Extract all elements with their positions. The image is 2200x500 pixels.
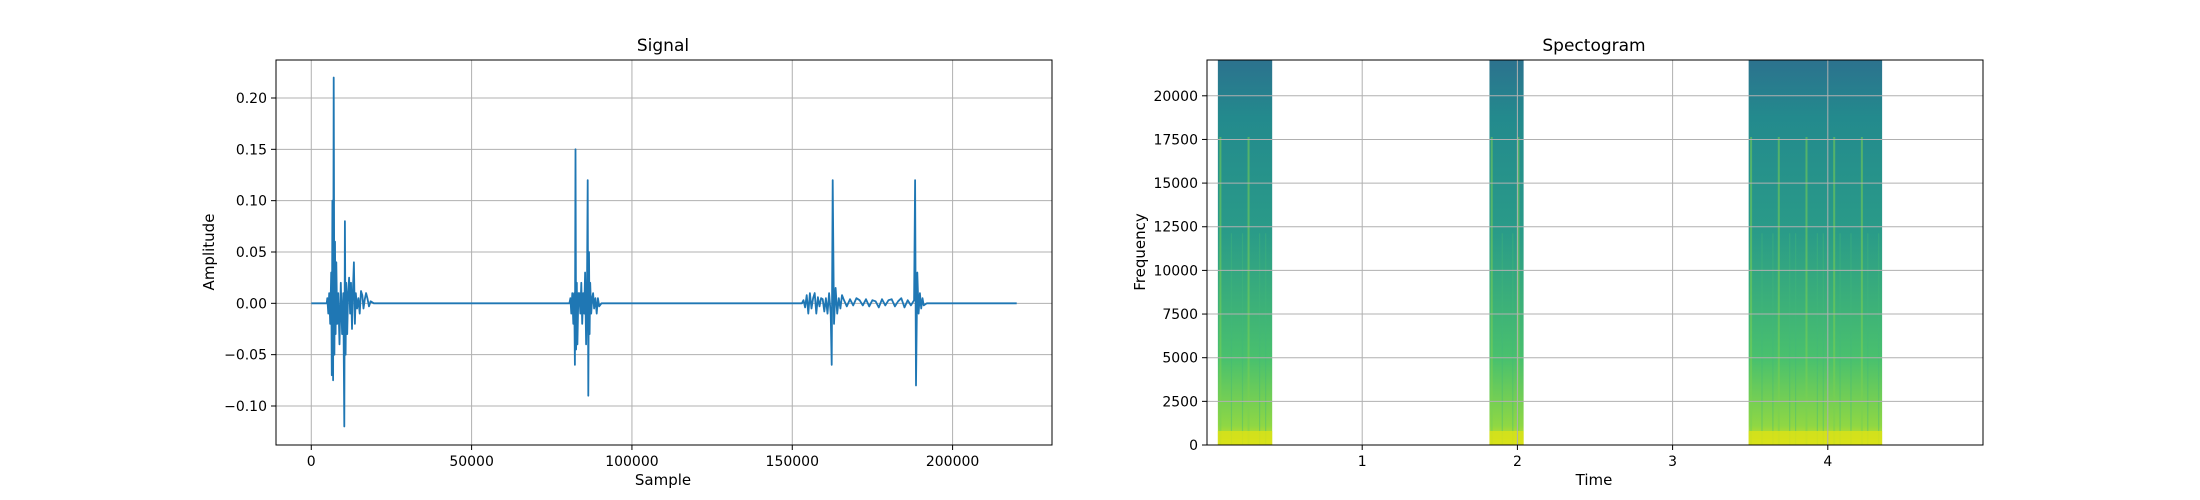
signal-y-tick-label: 0.10	[236, 194, 267, 210]
spectrogram-y-tick-label: 15000	[1153, 176, 1198, 192]
signal-y-tick-label: −0.05	[224, 348, 267, 364]
signal-y-tick-label: 0.00	[236, 296, 267, 312]
spectrogram-y-tick-label: 5000	[1162, 351, 1198, 367]
spectrogram-y-tick-label: 2500	[1162, 394, 1198, 410]
signal-y-tick-label: 0.15	[236, 142, 267, 158]
signal-x-label: Sample	[635, 471, 691, 489]
spectrogram-segment	[1217, 60, 1273, 445]
spectrogram-segment	[1748, 60, 1883, 445]
spectrogram-blocks	[1217, 60, 1883, 445]
signal-y-tick-label: −0.10	[224, 399, 267, 415]
spectrogram-x-axis: 1 2 3 4	[1358, 445, 1832, 470]
spectrogram-y-label: Frequency	[1131, 213, 1149, 291]
signal-x-tick-label: 200000	[926, 454, 979, 470]
spectrogram-y-tick-label: 7500	[1162, 307, 1198, 323]
signal-waveform	[311, 76, 1017, 428]
spectrogram-y-tick-label: 20000	[1153, 89, 1198, 105]
spectrogram-y-tick-label: 0	[1189, 438, 1198, 454]
signal-x-tick-label: 150000	[766, 454, 819, 470]
spectrogram-x-tick-label: 4	[1823, 454, 1832, 470]
signal-x-tick-label: 50000	[449, 454, 494, 470]
spectrogram-x-tick-label: 2	[1513, 454, 1522, 470]
signal-x-tick-label: 0	[307, 454, 316, 470]
signal-y-axis: −0.10 −0.05 0.00 0.05 0.10 0.15 0.20	[224, 91, 276, 415]
signal-y-label: Amplitude	[200, 214, 218, 291]
spectrogram-y-tick-label: 10000	[1153, 263, 1198, 279]
spectrogram-chart: Spectogram 1 2 3 4 0 2500 5000 7500 10000 12500 1…	[1131, 36, 1984, 489]
signal-x-tick-label: 100000	[605, 454, 658, 470]
spectrogram-low-band	[1748, 431, 1883, 445]
spectrogram-x-tick-label: 3	[1668, 454, 1677, 470]
signal-x-axis: 0 50000 100000 150000 200000	[307, 445, 979, 470]
spectrogram-y-axis: 0 2500 5000 7500 10000 12500 15000 17500 20000	[1153, 89, 1207, 454]
spectrogram-y-tick-label: 17500	[1153, 132, 1198, 148]
spectrogram-plot-frame	[1206, 59, 1984, 446]
signal-plot-frame	[275, 59, 1053, 446]
spectrogram-x-tick-label: 1	[1358, 454, 1367, 470]
signal-title: Signal	[637, 36, 689, 56]
signal-chart: Signal 0 50000 100000 150000 200000 −0.10−0.…	[200, 36, 1053, 489]
spectrogram-low-band	[1489, 431, 1524, 445]
spectrogram-x-label: Time	[1575, 471, 1613, 489]
spectrogram-low-band	[1217, 431, 1273, 445]
signal-y-tick-label: 0.05	[236, 245, 267, 261]
spectrogram-y-tick-label: 12500	[1153, 220, 1198, 236]
signal-y-tick-label: 0.20	[236, 91, 267, 107]
signal-series-line	[311, 76, 1017, 428]
spectrogram-title: Spectogram	[1542, 36, 1645, 56]
